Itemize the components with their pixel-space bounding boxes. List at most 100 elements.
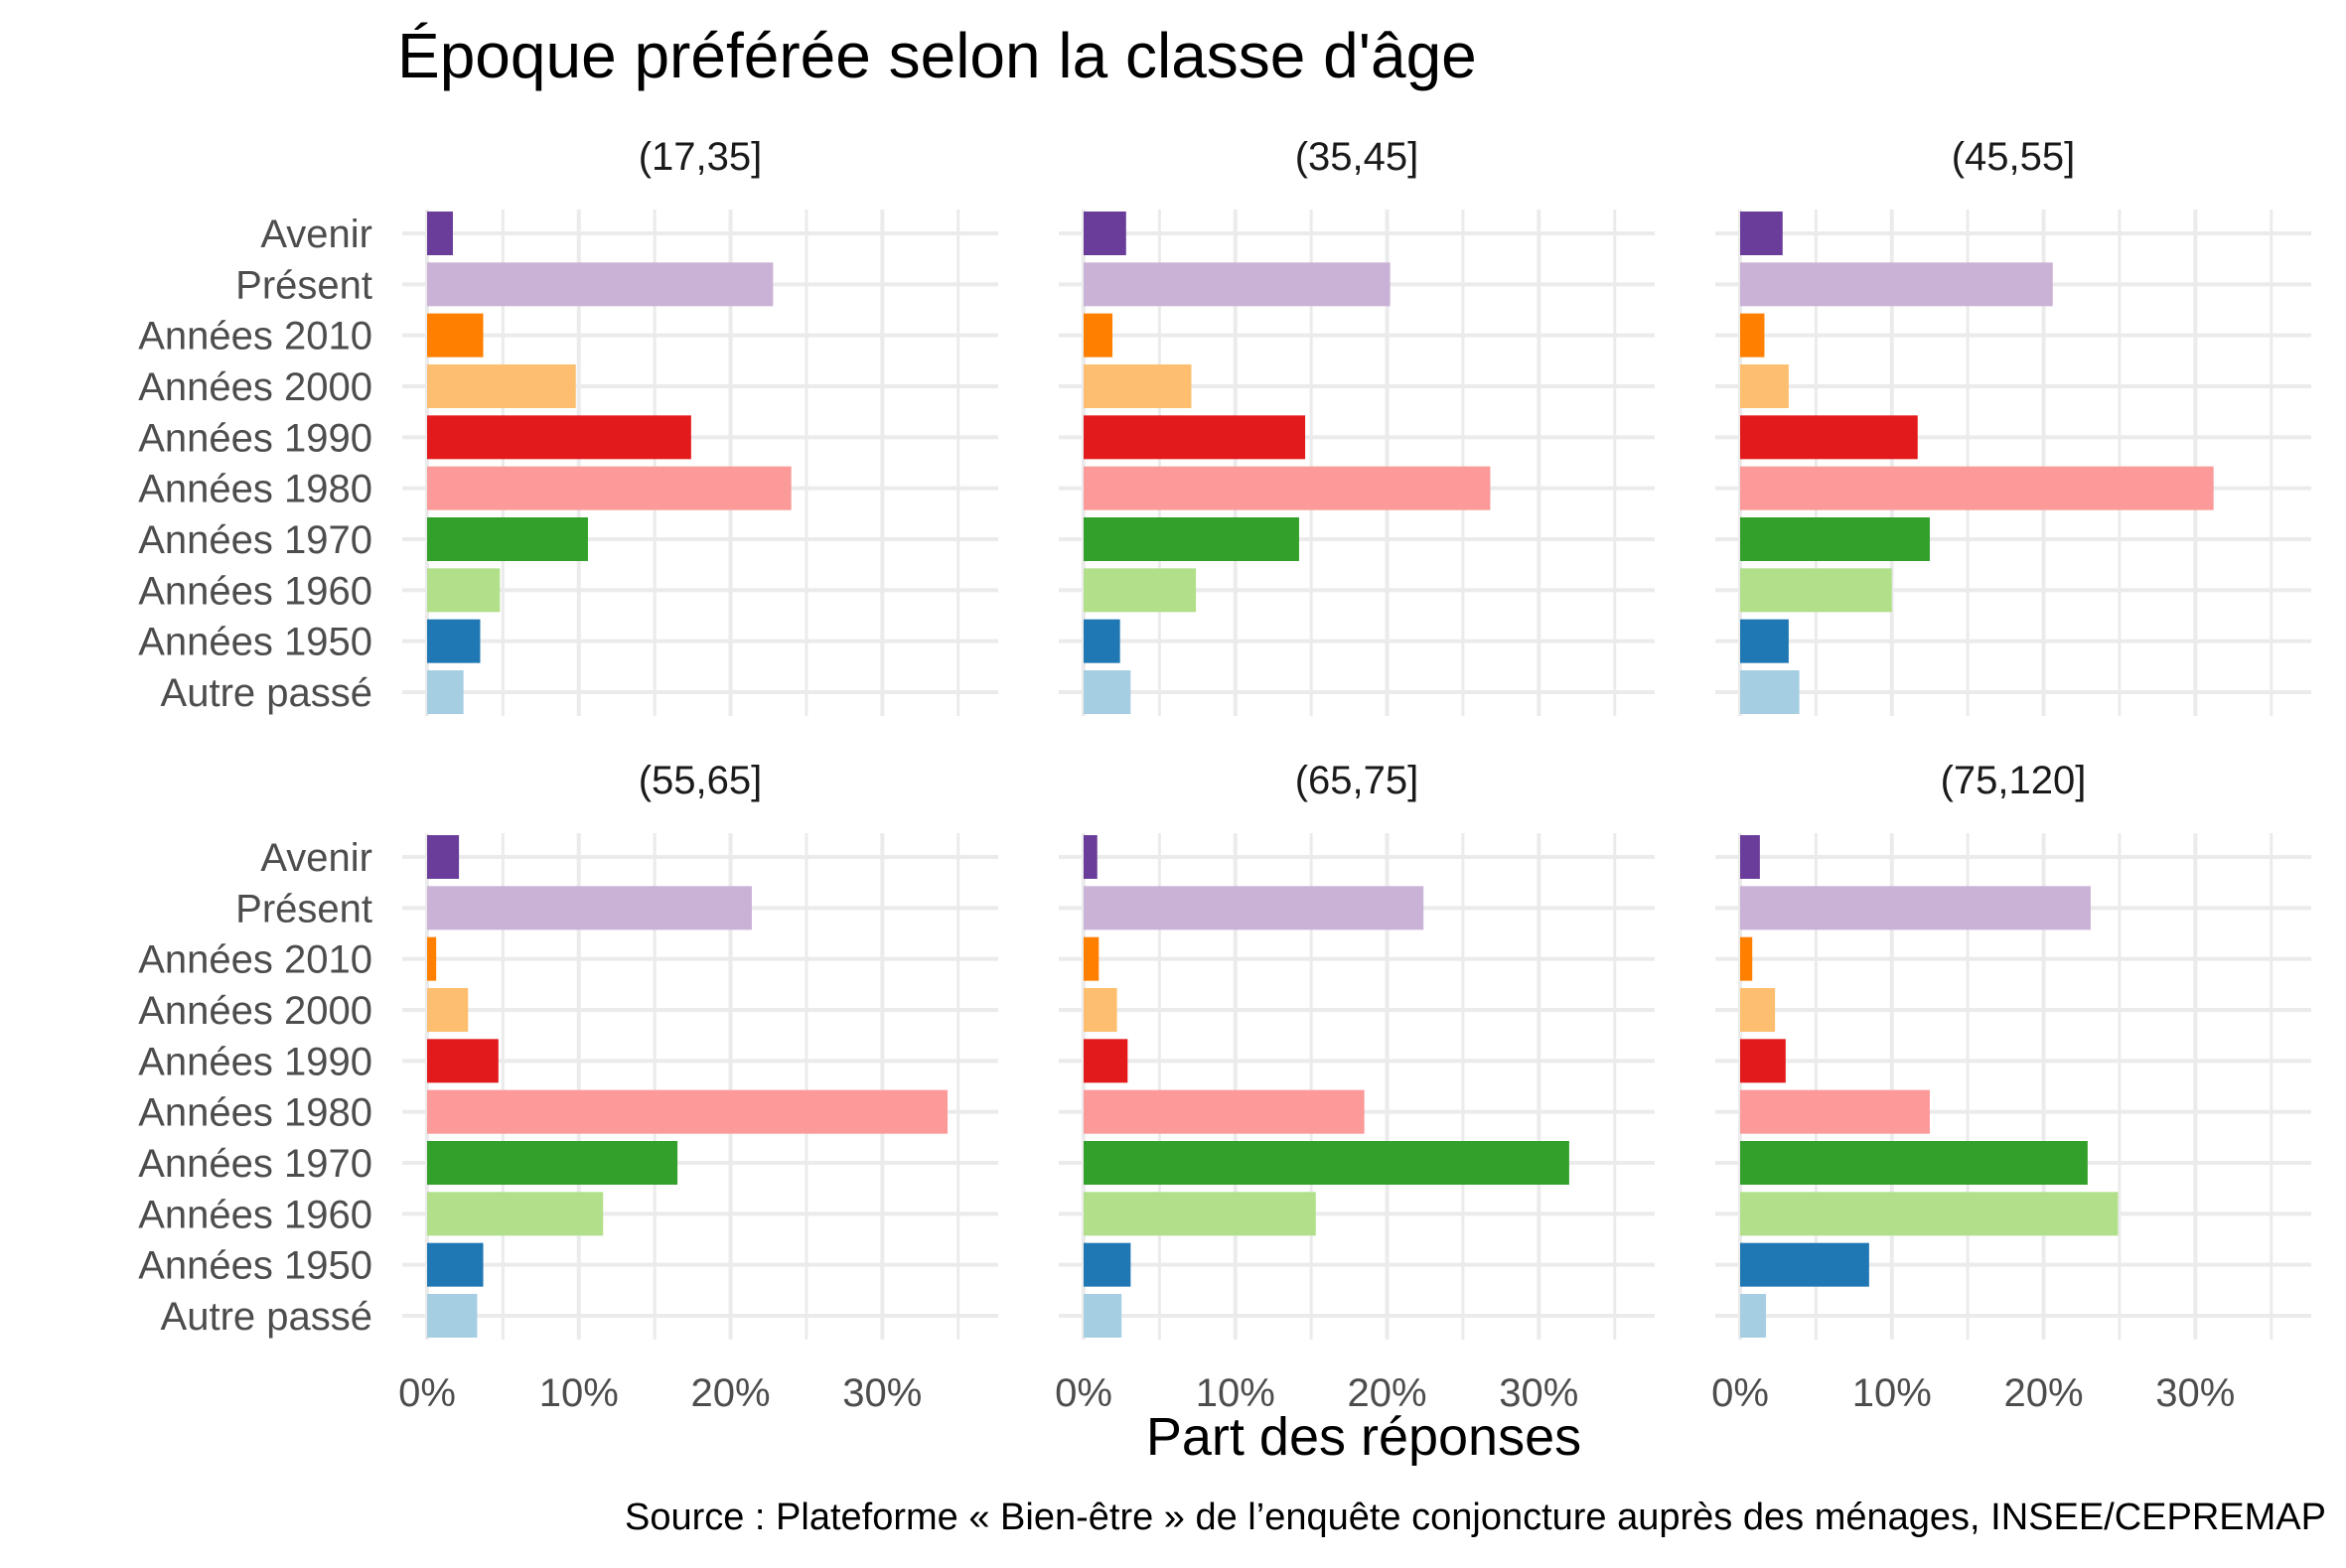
- x-tick-label: 0%: [1711, 1371, 1769, 1415]
- bar: [427, 1039, 499, 1083]
- chart-title: Époque préférée selon la classe d'âge: [397, 20, 1477, 91]
- bar: [1084, 364, 1192, 408]
- bar: [1740, 1192, 2119, 1236]
- bar: [1084, 1294, 1122, 1338]
- bar: [427, 364, 576, 408]
- x-tick-label: 10%: [1852, 1371, 1932, 1415]
- y-tick-label: Années 1950: [138, 1244, 372, 1288]
- bar: [1740, 936, 1753, 981]
- bar: [1740, 1242, 1869, 1287]
- bar: [1740, 670, 1800, 714]
- x-axis-label: Part des réponses: [1146, 1407, 1581, 1467]
- x-tick-label: 20%: [1348, 1371, 1427, 1415]
- x-tick-label: 10%: [1196, 1371, 1275, 1415]
- panel-1: (35,45]: [1059, 135, 1655, 716]
- bar: [427, 619, 481, 663]
- bar: [1084, 670, 1131, 714]
- bar: [1084, 886, 1424, 930]
- panel-2: (45,55]: [1715, 135, 2311, 716]
- bar: [1084, 1089, 1365, 1134]
- bar: [1740, 619, 1789, 663]
- panel-3: (55,65] Avenir Présent Années 2010 Années 20…: [138, 759, 998, 1415]
- bar: [1084, 262, 1391, 307]
- bar: [1084, 1192, 1316, 1236]
- bar: [1740, 364, 1789, 408]
- bar: [1084, 517, 1299, 561]
- bar: [1084, 415, 1306, 460]
- x-tick-label: 20%: [2004, 1371, 2084, 1415]
- bar: [1740, 835, 1760, 879]
- panel-4: (65,75] 0% 10% 20% 30%: [1055, 759, 1655, 1415]
- y-tick-label: Années 1960: [138, 569, 372, 613]
- y-tick-label: Années 1980: [138, 1091, 372, 1135]
- y-tick-label: Années 1950: [138, 621, 372, 664]
- bar: [1084, 619, 1120, 663]
- y-tick-label: Années 2000: [138, 989, 372, 1033]
- source-caption: Source : Plateforme « Bien-être » de l’e…: [625, 1497, 2326, 1538]
- bar: [427, 1089, 949, 1134]
- bar: [427, 936, 437, 981]
- x-tick-label: 30%: [2155, 1371, 2235, 1415]
- bar: [1084, 1141, 1569, 1185]
- bar: [1084, 466, 1491, 510]
- bar: [427, 670, 464, 714]
- panel-strip-label: (45,55]: [1952, 135, 2076, 179]
- bar: [1084, 1039, 1128, 1083]
- bar: [1740, 1294, 1766, 1338]
- y-tick-label: Années 2000: [138, 365, 372, 409]
- bar: [1084, 936, 1100, 981]
- bar: [427, 1192, 604, 1236]
- panel-0: (17,35] Avenir Présent Années 2010 Années 20…: [138, 135, 998, 716]
- panel-strip-label: (17,35]: [639, 135, 763, 179]
- y-tick-label: Présent: [235, 263, 372, 307]
- x-tick-label: 0%: [398, 1371, 456, 1415]
- y-tick-label: Avenir: [260, 213, 372, 256]
- panel-strip-label: (35,45]: [1295, 135, 1419, 179]
- x-tick-label: 10%: [539, 1371, 619, 1415]
- bar: [1740, 988, 1776, 1032]
- bar: [427, 568, 501, 613]
- bar: [1740, 313, 1765, 357]
- bar: [1084, 313, 1113, 357]
- bar: [1740, 886, 2091, 930]
- y-tick-label: Années 2010: [138, 938, 372, 982]
- bar: [1740, 415, 1918, 460]
- y-tick-label: Autre passé: [161, 1295, 372, 1339]
- bar: [427, 886, 752, 930]
- bar: [1084, 568, 1197, 613]
- bar: [1740, 262, 2053, 307]
- x-tick-label: 0%: [1055, 1371, 1112, 1415]
- bar: [1084, 988, 1117, 1032]
- y-tick-label: Années 1960: [138, 1193, 372, 1236]
- y-tick-label: Années 1970: [138, 518, 372, 562]
- bar: [1740, 568, 1892, 613]
- panel-5: (75,120] 0% 10% 20% 30%: [1711, 759, 2311, 1415]
- bar: [427, 1294, 478, 1338]
- bar: [427, 466, 792, 510]
- bar: [427, 262, 774, 307]
- panel-strip-label: (65,75]: [1295, 759, 1419, 802]
- x-tick-label: 20%: [691, 1371, 771, 1415]
- y-tick-label: Années 2010: [138, 315, 372, 358]
- bar: [1740, 517, 1930, 561]
- bar: [1740, 1141, 2088, 1185]
- bar: [1740, 1039, 1786, 1083]
- bar: [427, 988, 469, 1032]
- panel-strip-label: (75,120]: [1941, 759, 2087, 802]
- bar: [1740, 212, 1783, 255]
- bar: [427, 212, 453, 255]
- bar: [427, 415, 691, 460]
- y-tick-label: Autre passé: [161, 671, 372, 715]
- bar: [1740, 1089, 1930, 1134]
- bar: [427, 313, 484, 357]
- bar: [427, 1242, 484, 1287]
- y-tick-label: Présent: [235, 887, 372, 930]
- bar: [1740, 466, 2214, 510]
- bar: [427, 835, 460, 879]
- panel-strip-label: (55,65]: [639, 759, 763, 802]
- y-tick-label: Années 1990: [138, 1040, 372, 1083]
- bar: [1084, 1242, 1131, 1287]
- x-tick-label: 30%: [842, 1371, 922, 1415]
- y-tick-label: Années 1990: [138, 416, 372, 460]
